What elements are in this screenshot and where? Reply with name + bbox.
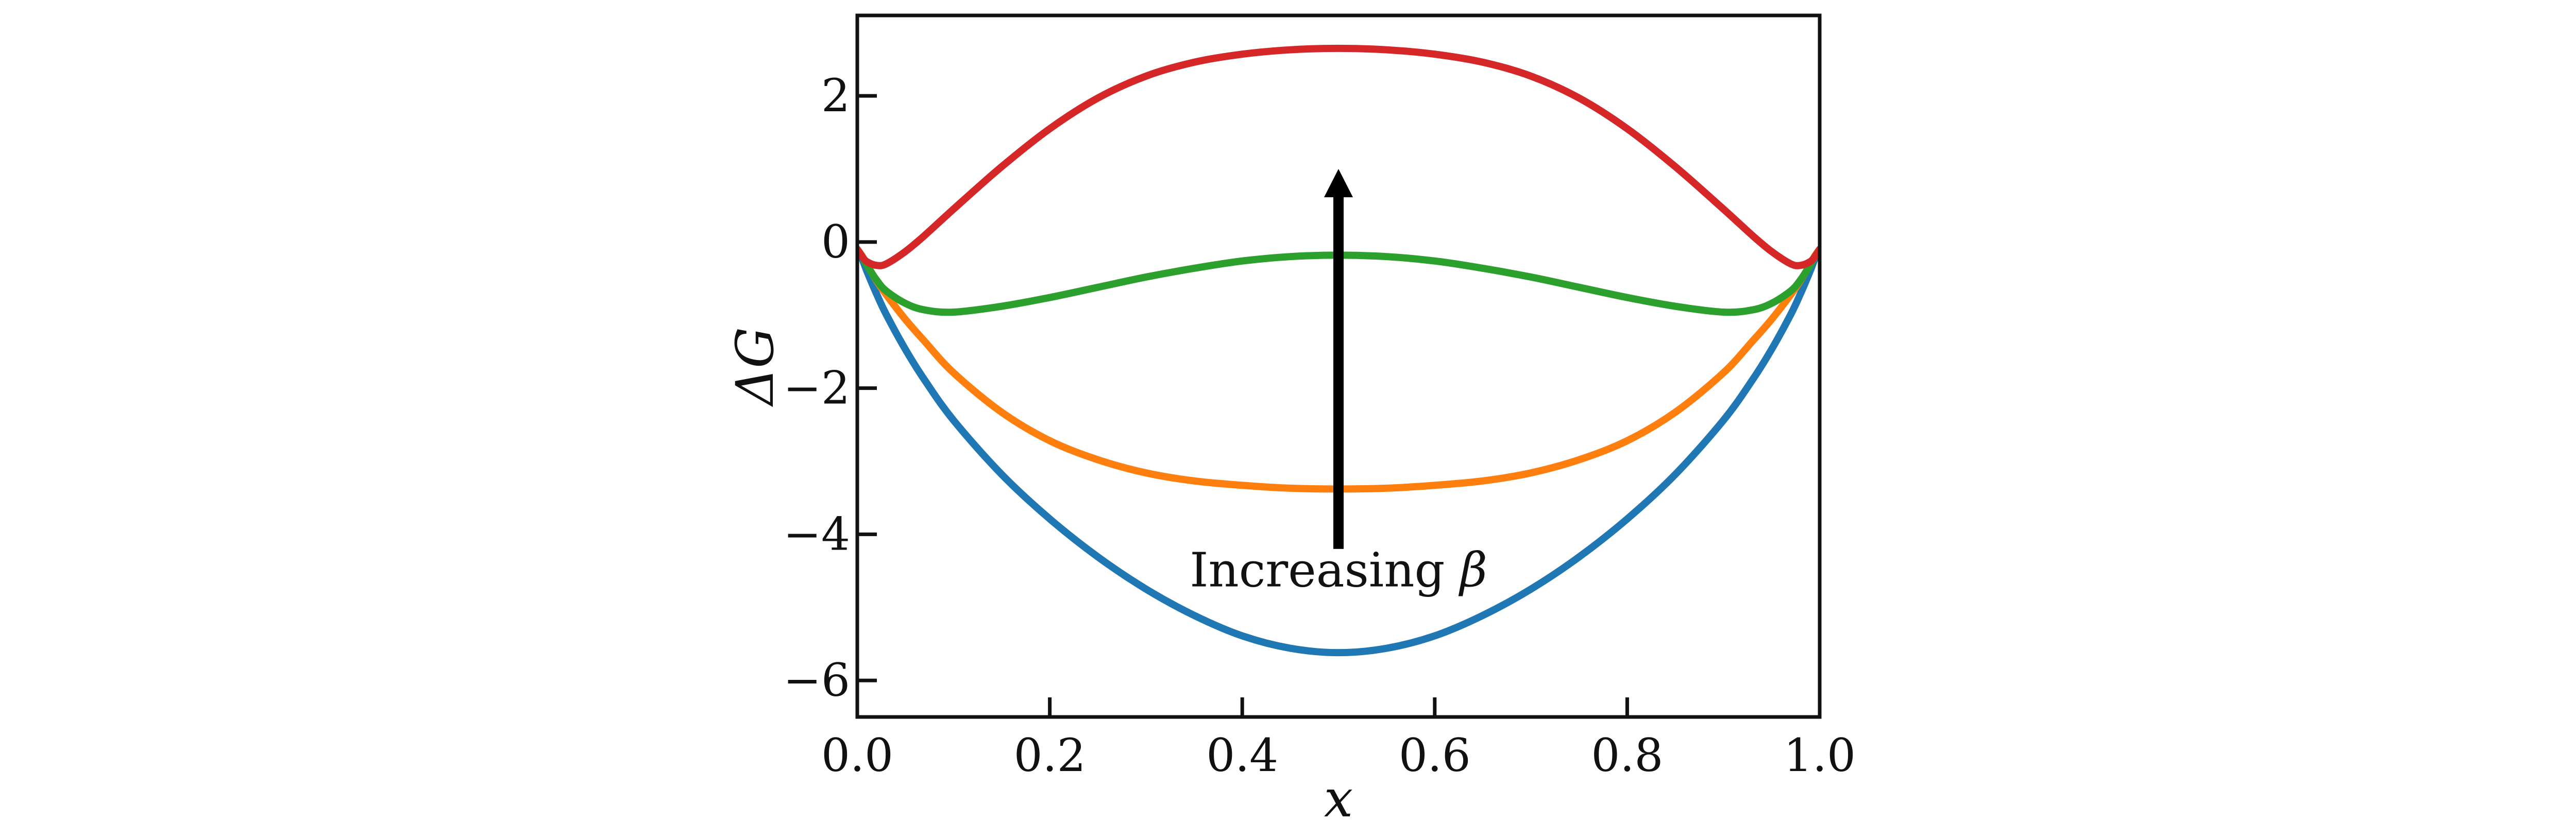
y-tick-label-4: −6: [783, 654, 850, 707]
series-line-1: [857, 246, 1820, 657]
annotation-symbol: β: [1459, 542, 1487, 597]
y-tick-labels: 2 0 −2 −4 −6: [783, 69, 850, 707]
x-axis-label: x: [1324, 768, 1353, 829]
x-tick-label-0: 0.0: [821, 729, 893, 782]
plot-frame: [855, 13, 1822, 719]
y-axis-label: ΔG: [725, 327, 785, 407]
y-tick-label-3: −4: [783, 507, 850, 560]
annotation-label: Increasing β: [1190, 542, 1487, 597]
annotation-arrow-head: [1324, 168, 1353, 197]
x-tick-label-3: 0.6: [1399, 729, 1471, 782]
x-tick-label-4: 0.8: [1591, 729, 1663, 782]
annotation-text: Increasing: [1190, 542, 1460, 597]
series-line-4: [857, 44, 1820, 269]
x-tick-label-5: 1.0: [1784, 729, 1856, 782]
y-tick-label-1: 0: [821, 215, 850, 268]
y-tick-label-0: 2: [821, 69, 850, 122]
x-tick-label-2: 0.4: [1206, 729, 1278, 782]
x-tick-label-1: 0.2: [1014, 729, 1086, 782]
annotation-arrow-group: [1324, 168, 1353, 549]
x-tick-labels: 0.0 0.2 0.4 0.6 0.8 1.0: [821, 729, 1856, 782]
y-tick-label-2: −2: [783, 362, 850, 415]
